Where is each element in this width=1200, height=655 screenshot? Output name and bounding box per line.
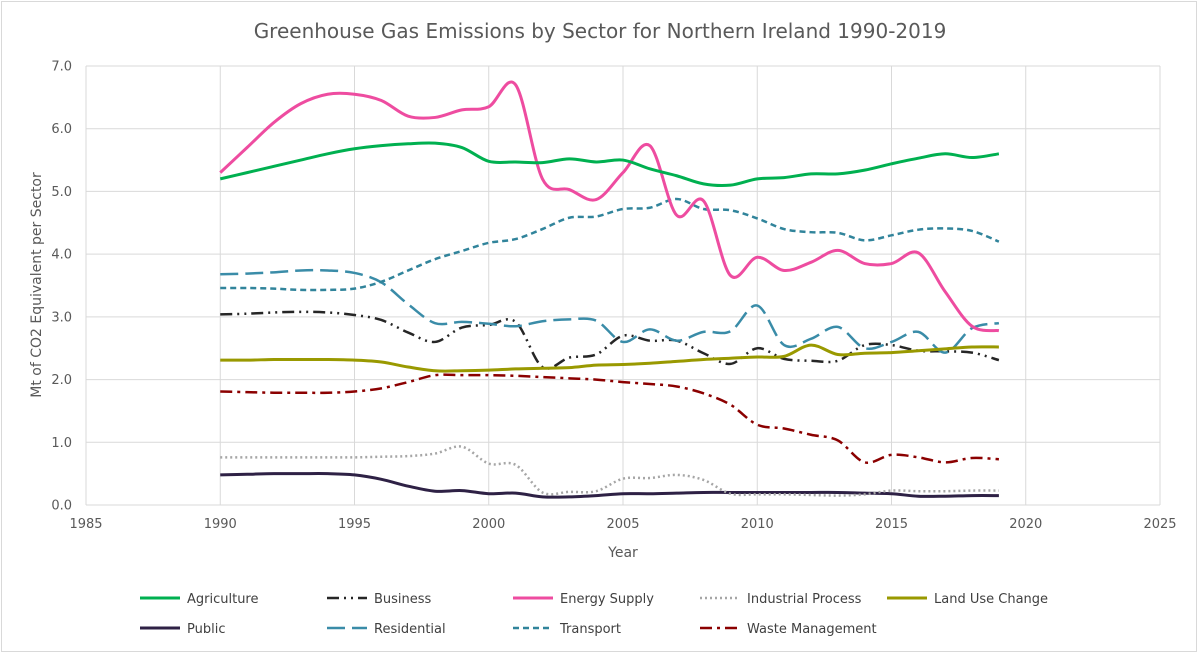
- y-tick-label: 2.0: [51, 373, 72, 388]
- legend-label-agriculture: Agriculture: [187, 592, 259, 607]
- y-tick-label: 5.0: [51, 185, 72, 200]
- x-tick-label: 1990: [204, 517, 237, 532]
- x-tick-label: 2020: [1009, 517, 1042, 532]
- legend-label-waste-management: Waste Management: [747, 622, 877, 637]
- y-tick-label: 0.0: [51, 499, 72, 514]
- x-tick-label: 2025: [1143, 517, 1176, 532]
- series-line-energy-supply: [219, 80, 1000, 333]
- y-tick-label: 7.0: [51, 60, 72, 75]
- y-tick-label: 6.0: [51, 122, 72, 137]
- legend-label-industrial-process: Industrial Process: [747, 592, 862, 607]
- series-line-transport: [220, 197, 1000, 292]
- legend-label-residential: Residential: [374, 622, 446, 637]
- series-line-public: [220, 472, 999, 499]
- y-tick-label: 3.0: [51, 310, 72, 325]
- series-line-residential: [220, 268, 1000, 354]
- legend-label-transport: Transport: [559, 622, 621, 637]
- y-tick-label: 4.0: [51, 248, 72, 263]
- x-tick-label: 1995: [338, 517, 371, 532]
- x-axis-title: Year: [607, 545, 638, 561]
- legend-label-business: Business: [374, 592, 432, 607]
- series-line-agriculture: [219, 141, 1000, 188]
- x-tick-label: 1985: [69, 517, 102, 532]
- chart-title: Greenhouse Gas Emissions by Sector for N…: [254, 19, 947, 43]
- legend-label-land-use-change: Land Use Change: [934, 592, 1048, 607]
- y-axis-title: Mt of CO2 Equivalent per Sector: [29, 172, 45, 398]
- x-tick-label: 2010: [741, 517, 774, 532]
- x-tick-label: 2005: [606, 517, 639, 532]
- legend-label-energy-supply: Energy Supply: [560, 592, 654, 607]
- series-line-industrial-process: [220, 445, 999, 497]
- legend-label-public: Public: [187, 622, 225, 637]
- legend: Agriculture Business Energy Supply Industri…: [140, 592, 1048, 637]
- y-tick-label: 1.0: [51, 436, 72, 451]
- x-tick-label: 2015: [875, 517, 908, 532]
- series-line-land-use-change: [220, 343, 999, 373]
- series-line-business: [220, 310, 1000, 370]
- series-line-waste-management: [220, 373, 999, 464]
- x-tick-label: 2000: [472, 517, 505, 532]
